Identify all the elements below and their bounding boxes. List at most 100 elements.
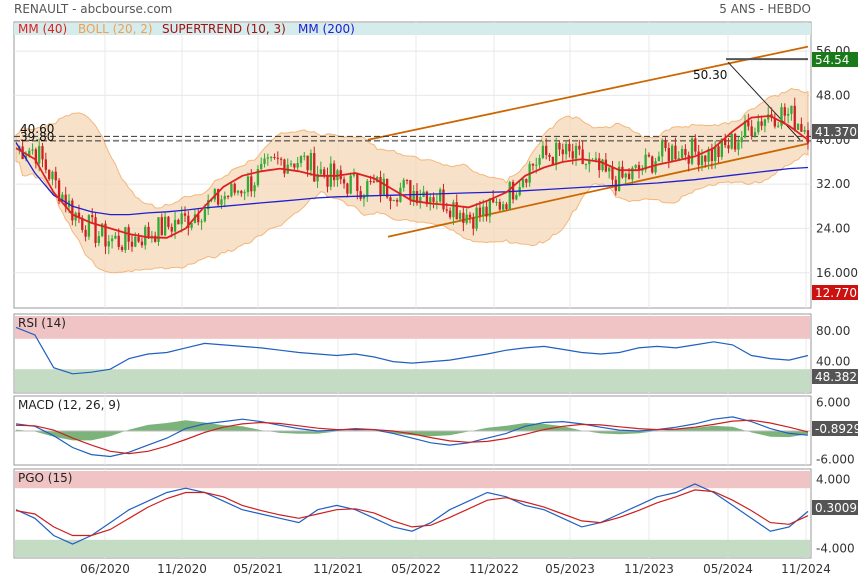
candle-body	[747, 120, 750, 127]
candle-body	[611, 167, 614, 180]
candle-body	[495, 201, 498, 203]
mm40-line	[15, 114, 809, 239]
candle-body	[700, 155, 704, 166]
candle-body	[395, 199, 399, 202]
candle-body	[163, 216, 167, 236]
candle-body	[107, 241, 110, 247]
candle-body	[47, 169, 51, 180]
candle-body	[617, 166, 621, 191]
candle-body	[207, 200, 210, 210]
candle-body	[44, 159, 47, 170]
candle-body	[101, 223, 104, 237]
candle-body	[385, 178, 389, 198]
candle-body	[578, 145, 581, 150]
candle-body	[110, 238, 114, 242]
legend-mm200: MM (200)	[298, 22, 355, 36]
candle-body	[727, 145, 730, 149]
candle-body	[448, 210, 452, 218]
candle-body	[392, 199, 395, 202]
candle-body	[409, 180, 412, 201]
candle-body	[541, 145, 545, 158]
candle-body	[87, 215, 91, 237]
candle-body	[419, 196, 422, 204]
legend-supertrend: SUPERTREND (10, 3)	[162, 22, 286, 36]
candle-body	[690, 138, 694, 164]
x-tick-label: 05/2024	[703, 562, 753, 576]
candle-body	[38, 146, 41, 164]
candle-body	[362, 195, 366, 199]
x-tick-label: 05/2021	[233, 562, 283, 576]
candle-body	[309, 153, 313, 171]
candle-body	[379, 177, 382, 196]
candle-body	[216, 189, 220, 205]
candle-body	[455, 202, 458, 220]
candle-body	[661, 140, 664, 157]
tag-pgo-bg	[812, 500, 858, 515]
channel-lower-line	[387, 142, 809, 238]
candle-body	[226, 195, 230, 197]
candle-body	[326, 175, 329, 187]
candle-body	[104, 223, 107, 247]
candle-body	[137, 236, 140, 242]
candle-body	[786, 113, 790, 116]
candle-body	[346, 183, 349, 194]
candle-body	[442, 189, 445, 210]
candle-body	[389, 197, 392, 202]
tag-54-54-bg	[812, 52, 858, 67]
bollinger-bands	[15, 87, 809, 274]
candle-body	[77, 212, 81, 219]
candle-body	[627, 173, 631, 180]
macd-line	[15, 416, 809, 458]
candle-body	[634, 165, 637, 168]
candle-body	[750, 126, 753, 137]
candle-body	[545, 145, 548, 155]
candle-body	[498, 201, 501, 210]
candle-body	[780, 107, 783, 126]
legend-boll: BOLL (20, 2)	[78, 22, 153, 36]
candle-body	[154, 235, 157, 242]
tag-macd-last: -0.8929	[815, 422, 860, 436]
rsi-oversold-zone	[15, 369, 810, 392]
annotation-40-60: 40.60	[20, 122, 54, 136]
candle-body	[432, 197, 435, 202]
candle-body	[289, 163, 293, 165]
candle-body	[266, 157, 270, 159]
x-tick-label: 11/2024	[781, 562, 831, 576]
candle-body	[793, 105, 796, 130]
candle-body	[160, 217, 163, 236]
candle-body	[270, 156, 273, 158]
candle-body	[564, 143, 568, 155]
candle-body	[114, 235, 117, 239]
mm200-line	[15, 142, 809, 216]
candle-body	[800, 124, 803, 132]
candle-body	[124, 227, 127, 251]
candle-body	[796, 124, 800, 130]
candle-body	[670, 145, 674, 161]
candle-body	[41, 146, 44, 160]
candle-body	[256, 169, 260, 186]
candle-body	[654, 161, 657, 173]
chart-period: 5 ANS - HEBDO	[719, 2, 811, 16]
candle-body	[200, 221, 203, 223]
candle-body	[707, 148, 710, 162]
candle-body	[425, 191, 429, 205]
pgo-line	[15, 483, 809, 545]
candle-body	[465, 214, 468, 223]
candle-body	[352, 172, 356, 176]
candle-body	[177, 219, 180, 225]
candle-body	[458, 212, 462, 220]
candle-body	[730, 133, 733, 149]
candle-body	[760, 121, 763, 126]
candle-body	[574, 145, 578, 159]
candle-body	[631, 167, 634, 180]
candle-body	[439, 189, 442, 202]
candle-body	[273, 156, 276, 158]
candle-body	[667, 148, 670, 161]
annotation-39-80: 39.80	[20, 130, 54, 144]
candle-body	[220, 199, 223, 205]
candle-body	[283, 159, 286, 174]
candle-body	[170, 226, 173, 232]
candle-body	[492, 198, 495, 203]
candlesticks	[18, 97, 810, 255]
candle-body	[723, 138, 727, 146]
